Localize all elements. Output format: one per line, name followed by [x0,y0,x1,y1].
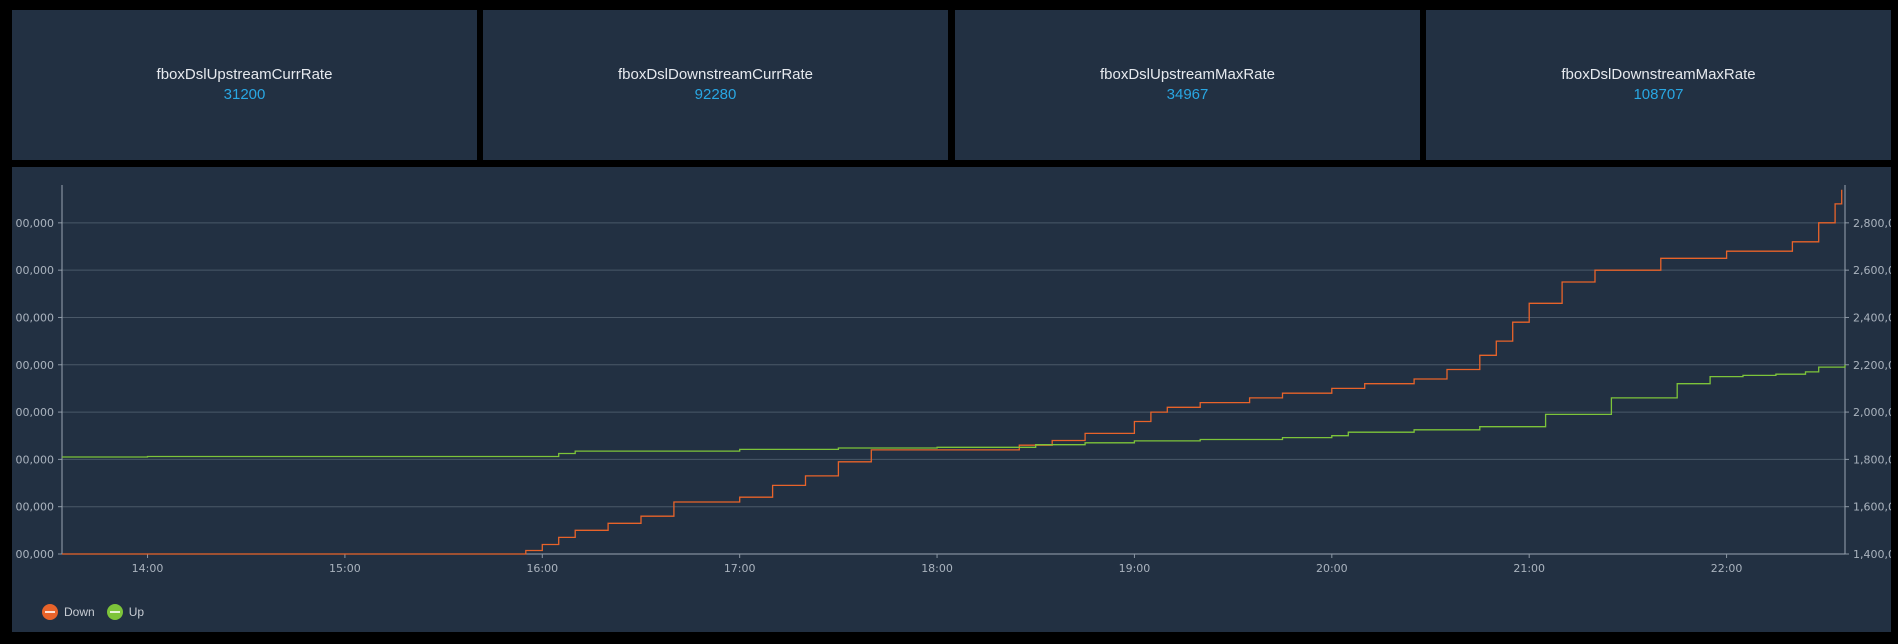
x-axis-tick-label: 17:00 [724,562,756,575]
right-axis-tick-label: 1,600,0 [1853,501,1891,514]
stat-card-title: fboxDslUpstreamMaxRate [1099,66,1276,83]
legend-swatch-up [106,604,123,620]
legend-item-down[interactable]: Down [42,604,95,620]
series-line-down [62,189,1843,555]
legend-label-down: Down [64,605,95,619]
chart-legend: Down Up [42,604,144,620]
left-axis-tick-label: 00,000 [16,453,55,466]
legend-label-up: Up [128,605,145,619]
stat-card-value: 92280 [694,86,737,103]
stat-card: fboxDslUpstreamCurrRate 31200 [12,10,477,160]
left-axis-tick-label: 00,000 [16,501,55,514]
x-axis-tick-label: 16:00 [526,562,558,575]
x-axis-tick-label: 21:00 [1513,562,1545,575]
left-axis-tick-label: 00,000 [16,359,55,372]
right-axis-tick-label: 2,400,0 [1853,311,1891,324]
x-axis-tick-label: 14:00 [132,562,164,575]
series-line-up [62,364,1846,458]
stat-card-title: fboxDslDownstreamMaxRate [1561,66,1756,83]
left-axis-tick-label: 00,000 [16,406,55,419]
legend-item-up[interactable]: Up [106,604,145,620]
x-axis-tick-label: 15:00 [329,562,361,575]
stat-card: fboxDslDownstreamMaxRate 108707 [1426,10,1891,160]
stat-card-value: 31200 [223,86,266,103]
left-axis-tick-label: 00,000 [16,217,55,230]
chart-panel: 00,000 1,400,0 00,000 1,600,0 00,000 1,800,0 0… [12,167,1891,632]
x-axis-tick-label: 22:00 [1711,562,1743,575]
stat-card-value: 108707 [1633,86,1684,103]
right-axis-tick-label: 2,000,0 [1853,406,1891,419]
left-axis-tick-label: 00,000 [16,264,55,277]
right-axis-tick-label: 1,400,0 [1853,548,1891,561]
right-axis-tick-label: 1,800,0 [1853,453,1891,466]
stat-card-value: 34967 [1166,86,1209,103]
right-axis-tick-label: 2,200,0 [1853,359,1891,372]
line-chart: 00,000 1,400,0 00,000 1,600,0 00,000 1,800,0 0… [16,185,1891,575]
stat-card: fboxDslUpstreamMaxRate 34967 [955,10,1420,160]
stat-card-title: fboxDslUpstreamCurrRate [156,66,333,83]
right-axis-tick-label: 2,600,0 [1853,264,1891,277]
stat-card-title: fboxDslDownstreamCurrRate [617,66,814,83]
left-axis-tick-label: 00,000 [16,311,55,324]
x-axis-tick-label: 19:00 [1119,562,1151,575]
stat-card: fboxDslDownstreamCurrRate 92280 [483,10,948,160]
x-axis-tick-label: 20:00 [1316,562,1348,575]
x-axis-tick-label: 18:00 [921,562,953,575]
legend-swatch-down [42,604,58,620]
right-axis-tick-label: 2,800,0 [1853,217,1891,230]
left-axis-tick-label: 00,000 [16,548,55,561]
